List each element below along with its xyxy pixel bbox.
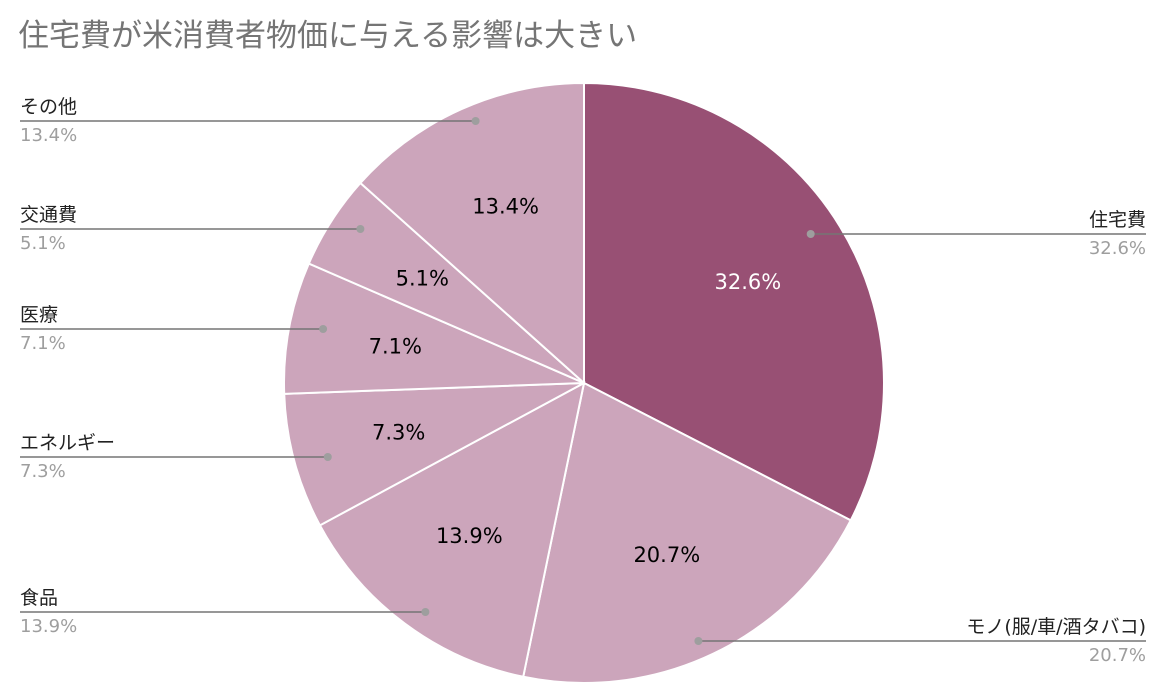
chart-title: 住宅費が米消費者物価に与える影響は大きい <box>18 18 637 54</box>
slice-2-category-label: モノ(服/車/酒タバコ) <box>966 616 1146 638</box>
slice-5-leader-dot <box>319 325 328 333</box>
slice-5-category-label: 医療 <box>20 304 58 326</box>
slice-7-category-percent: 13.4% <box>20 125 77 146</box>
slice-5-wedge <box>283 262 585 395</box>
slice-3-value-label: 13.9% <box>436 524 503 548</box>
pie-slices <box>283 81 885 684</box>
pie-slice-labels: 32.6% 20.7% 13.9% 7.3% 7.1% 5.1% 13.4% <box>369 195 782 568</box>
pie-callouts: 住宅費 32.6% モノ(服/車/酒タバコ) 20.7% 食品 13.9% エネルギー 7.3… <box>20 96 1146 666</box>
slice-3-category-label: 食品 <box>20 587 58 609</box>
slice-6-value-label: 5.1% <box>396 267 449 291</box>
slice-1-wedge <box>583 81 885 522</box>
slice-7-category-label: その他 <box>20 96 77 118</box>
slice-3-category-percent: 13.9% <box>20 616 77 637</box>
slice-7-wedge <box>358 81 585 386</box>
slice-6-category-label: 交通費 <box>20 204 77 226</box>
slice-6-leader-dot <box>356 225 365 233</box>
slice-4-wedge <box>283 382 585 527</box>
slice-3-leader-dot <box>421 608 430 616</box>
slice-3-wedge <box>318 381 586 678</box>
slice-1-leader-dot <box>806 230 815 238</box>
slice-6-category-percent: 5.1% <box>20 233 66 254</box>
slice-4-category-label: エネルギー <box>20 432 115 454</box>
slice-4-leader-dot <box>323 453 332 461</box>
slice-5-value-label: 7.1% <box>369 334 422 358</box>
slice-2-wedge <box>522 381 853 684</box>
slice-7-value-label: 13.4% <box>472 195 539 219</box>
slice-2-category-percent: 20.7% <box>1089 645 1146 666</box>
slice-1-category-percent: 32.6% <box>1089 238 1146 259</box>
slice-4-category-percent: 7.3% <box>20 461 66 482</box>
slice-2-leader-dot <box>694 637 703 645</box>
slice-5-category-percent: 7.1% <box>20 333 66 354</box>
slice-1-category-label: 住宅費 <box>1089 209 1146 231</box>
slice-4-value-label: 7.3% <box>372 420 425 444</box>
slice-2-value-label: 20.7% <box>633 543 700 567</box>
slice-1-value-label: 32.6% <box>715 270 782 294</box>
slice-7-leader-dot <box>471 117 480 125</box>
